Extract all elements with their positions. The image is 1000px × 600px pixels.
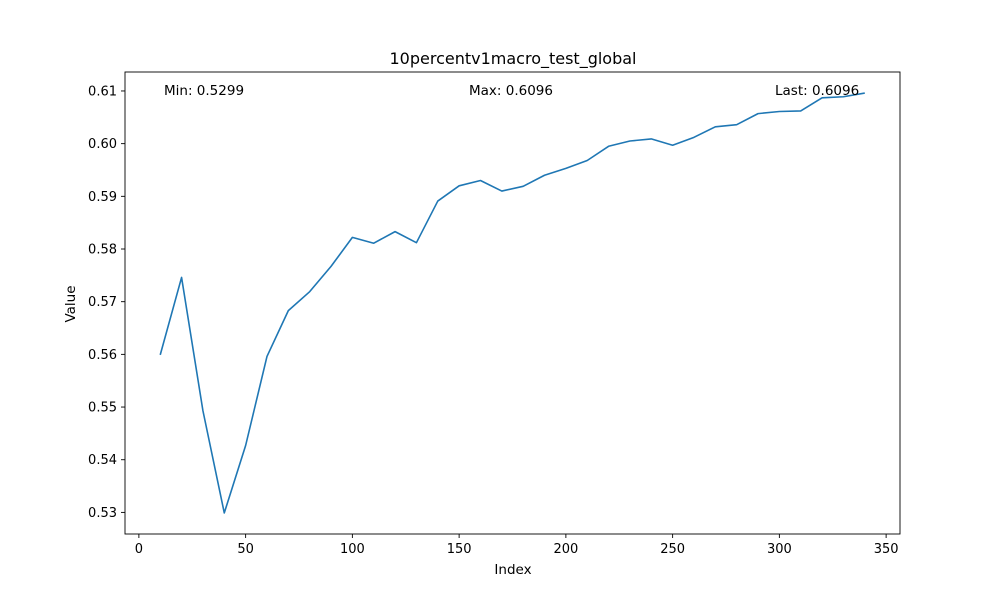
x-tick-label: 0 [135, 542, 143, 557]
x-tick-label: 350 [874, 542, 899, 557]
annotation-last: Last: 0.6096 [775, 83, 859, 99]
y-tick-label: 0.54 [88, 453, 117, 468]
x-axis-label: Index [494, 562, 531, 578]
x-tick-label: 100 [340, 542, 365, 557]
x-tick-label: 250 [660, 542, 685, 557]
y-tick-label: 0.55 [88, 401, 117, 416]
y-tick-label: 0.61 [88, 84, 117, 99]
y-tick-label: 0.59 [88, 190, 117, 205]
plot-area: 0 50 100 150 200 250 300 350 0.53 0.54 0.55 0.56 0.5… [88, 71, 901, 557]
y-axis-label: Value [63, 285, 79, 322]
y-tick-label: 0.56 [88, 348, 117, 363]
annotation-max: Max: 0.6096 [469, 83, 553, 99]
axes-frame [124, 71, 901, 535]
annotation-min: Min: 0.5299 [164, 83, 244, 99]
series-line-0 [159, 92, 865, 514]
y-tick-label: 0.58 [88, 243, 117, 258]
x-tick-label: 200 [553, 542, 578, 557]
y-tick-label: 0.60 [88, 137, 117, 152]
y-tick-label: 0.57 [88, 295, 117, 310]
x-tick-label: 300 [767, 542, 792, 557]
x-tick-label: 150 [447, 542, 472, 557]
chart-title: 10percentv1macro_test_global [389, 49, 636, 69]
y-tick-label: 0.53 [88, 506, 117, 521]
x-tick-label: 50 [237, 542, 254, 557]
